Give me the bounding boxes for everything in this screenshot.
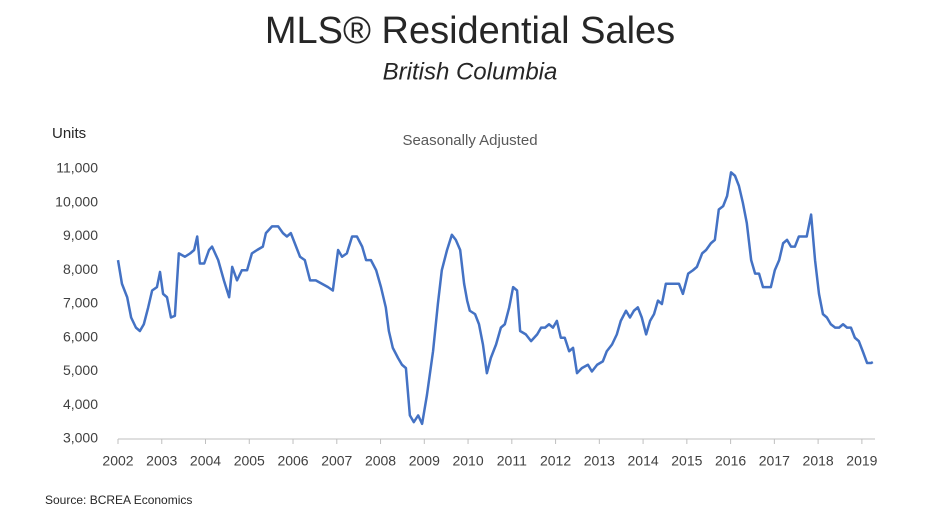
y-tick-label: 9,000 [63, 227, 98, 243]
x-tick-label: 2019 [846, 453, 877, 469]
y-tick-label: 6,000 [63, 328, 98, 344]
x-tick-label: 2015 [671, 453, 702, 469]
y-tick-label: 4,000 [63, 396, 98, 412]
x-tick-label: 2018 [803, 453, 834, 469]
y-tick-label: 10,000 [55, 193, 98, 209]
x-tick-label: 2006 [277, 453, 308, 469]
x-tick-label: 2002 [102, 453, 133, 469]
y-tick-label: 11,000 [56, 160, 98, 176]
chart-title: MLS® Residential Sales [265, 10, 675, 52]
annotation: Seasonally Adjusted [402, 132, 537, 149]
x-tick-label: 2014 [628, 453, 659, 469]
x-tick-label: 2007 [321, 453, 352, 469]
x-tick-label: 2013 [584, 453, 615, 469]
x-tick-label: 2017 [759, 453, 790, 469]
y-tick-label: 3,000 [63, 430, 98, 446]
x-tick-label: 2012 [540, 453, 571, 469]
x-tick-label: 2016 [715, 453, 746, 469]
x-tick-label: 2009 [409, 453, 440, 469]
data-line [116, 171, 874, 426]
y-tick-label: 5,000 [63, 362, 98, 378]
x-tick-label: 2003 [146, 453, 177, 469]
x-tick-label: 2010 [452, 453, 483, 469]
y-tick-label: 7,000 [63, 295, 98, 311]
x-tick-label: 2004 [190, 453, 221, 469]
y-tick-label: 8,000 [63, 261, 98, 277]
x-tick-label: 2011 [497, 453, 527, 469]
chart-subtitle: British Columbia [383, 58, 558, 85]
x-tick-label: 2008 [365, 453, 396, 469]
y-axis-label: Units [52, 125, 86, 142]
source-note: Source: BCREA Economics [45, 493, 192, 507]
x-tick-label: 2005 [234, 453, 265, 469]
